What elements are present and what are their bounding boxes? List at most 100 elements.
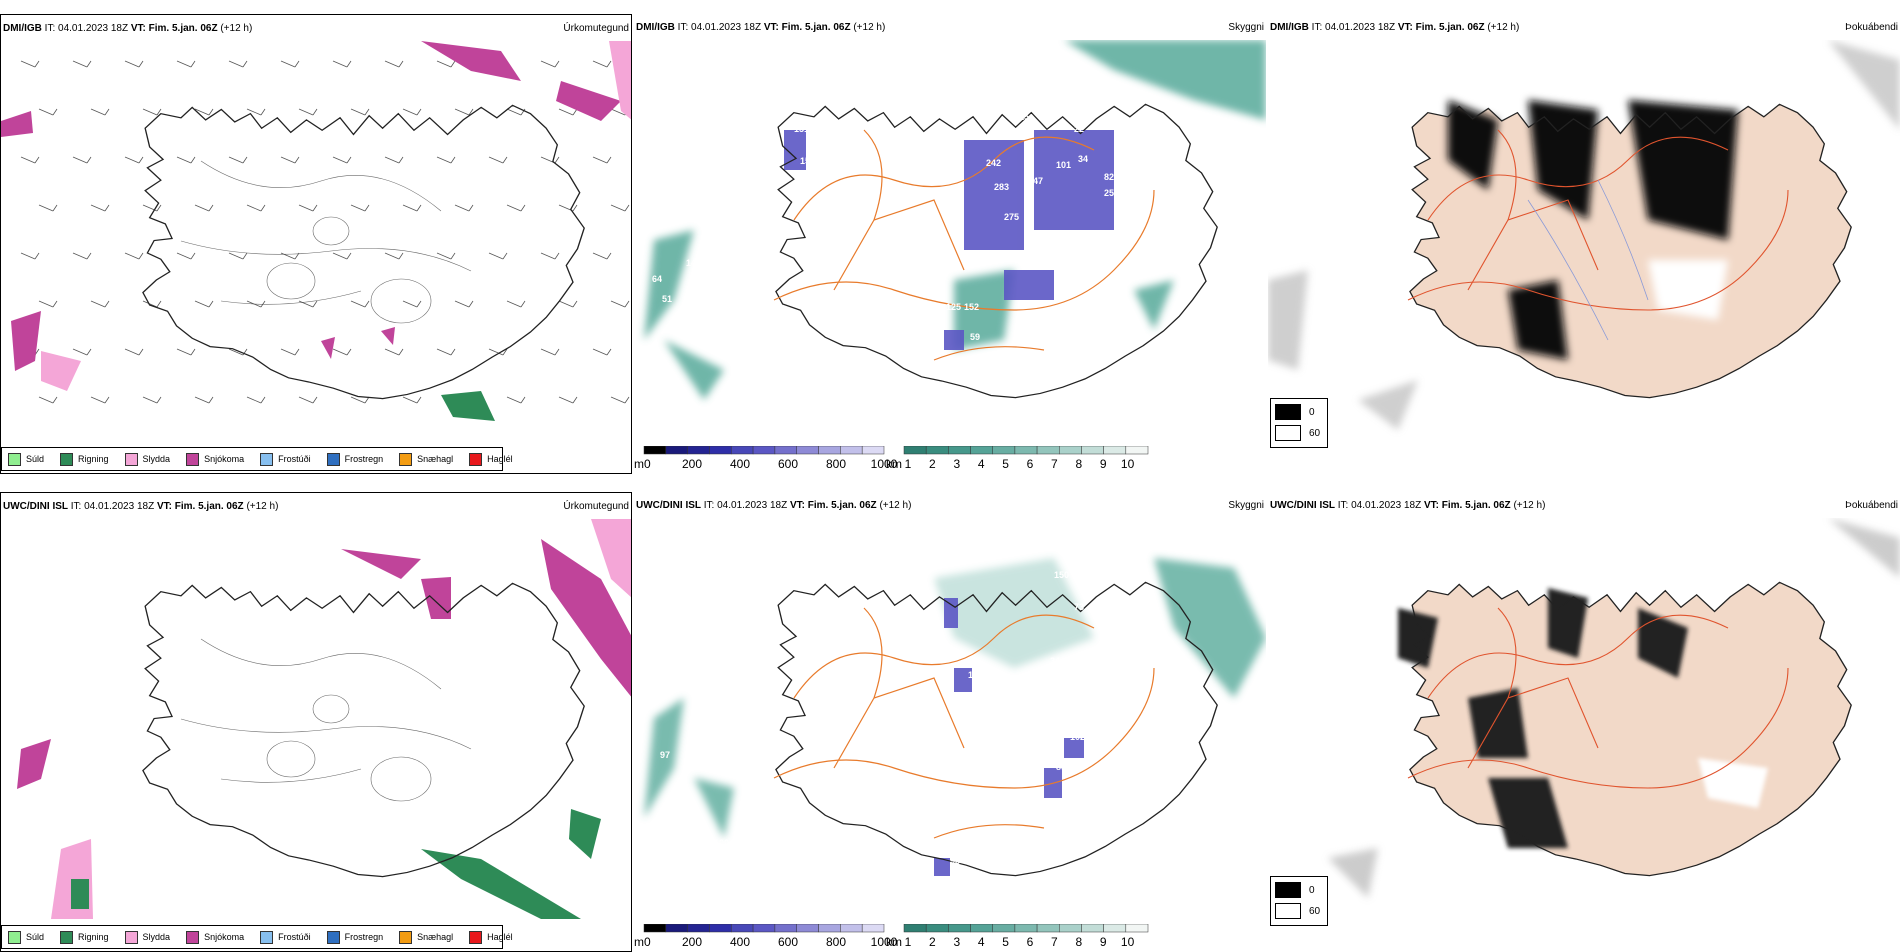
- legend-swatch: [124, 930, 138, 944]
- panel-field-label: Úrkomutegund: [563, 501, 629, 512]
- height-label: 152: [964, 302, 979, 312]
- visibility-scale-bin: [903, 446, 927, 455]
- visibility-scale-tick: 2: [929, 457, 936, 471]
- legend-swatch: [326, 452, 340, 466]
- panel-field-label: Úrkomutegund: [563, 23, 629, 34]
- height-label: 100: [714, 838, 729, 848]
- height-scale-tick: 1000: [871, 457, 898, 471]
- visibility-scale-tick: 8: [1075, 457, 1082, 471]
- precip-panel-top: DMI/IGB IT: 04.01.2023 18Z VT: Fim. 5.ja…: [0, 14, 632, 474]
- legend-item: Frostúði: [260, 930, 311, 944]
- fog-map: [1328, 518, 1900, 898]
- legend-swatch: [399, 452, 413, 466]
- visibility-scale-bin: [903, 924, 927, 933]
- legend-swatch: [8, 930, 21, 944]
- visibility-scale-tick: 5: [1002, 457, 1009, 471]
- legend-item: Frostregn: [326, 452, 384, 466]
- visibility-scale-bin: [970, 446, 993, 455]
- height-label: 101: [1056, 160, 1071, 170]
- visibility-scale-bin: [1059, 924, 1082, 933]
- panel-field-label: Þokuábendi: [1845, 22, 1898, 33]
- visibility-scale-bin: [1103, 446, 1127, 455]
- height-label: 133: [968, 670, 983, 680]
- height-scale-bin: [687, 446, 710, 455]
- legend-item: Snjókoma: [186, 452, 245, 466]
- height-label: 22: [1074, 124, 1084, 134]
- visibility-scale-bin: [1036, 924, 1060, 933]
- height-scale-bin: [774, 924, 797, 933]
- visibility-scale-bin: [1014, 924, 1038, 933]
- visibility-scale-bin: [992, 446, 1016, 455]
- height-scale-bin: [731, 924, 754, 933]
- fog-legend: 0 60: [1270, 398, 1328, 448]
- height-scale-bin: [861, 446, 885, 455]
- height-label: 97: [660, 750, 670, 760]
- height-label: 157: [800, 156, 815, 166]
- height-scale-unit: m: [634, 457, 644, 471]
- height-label: 151: [794, 124, 809, 134]
- height-label: 64: [652, 274, 662, 284]
- height-scale-bin: [861, 924, 885, 933]
- visibility-scale-tick: 4: [978, 935, 985, 949]
- height-scale-bin: [796, 924, 819, 933]
- height-label: 85: [1056, 762, 1066, 772]
- height-scale-unit: m: [634, 935, 644, 949]
- height-label: 147: [686, 258, 701, 268]
- visibility-scale-tick: 4: [978, 457, 985, 471]
- legend-label: Haglél: [487, 932, 513, 942]
- height-scale-bin: [752, 924, 776, 933]
- visibility-scale-bin: [1103, 924, 1127, 933]
- panel-field-label: Þokuábendi: [1845, 500, 1898, 511]
- legend-label: Snjókoma: [204, 454, 245, 464]
- visibility-scale-bin: [1125, 446, 1149, 455]
- height-label: 1: [1034, 242, 1039, 252]
- visibility-scale-bin: [1125, 924, 1149, 933]
- visibility-scale-tick: 7: [1051, 935, 1058, 949]
- height-label: 34: [1078, 154, 1088, 164]
- height-label: 44: [1054, 232, 1064, 242]
- legend-label: Súld: [26, 454, 45, 464]
- legend-item: Haglél: [469, 930, 513, 944]
- visibility-scale-tick: 3: [953, 457, 960, 471]
- legend-swatch: [186, 452, 200, 466]
- visibility-scale-bin: [1081, 446, 1104, 455]
- height-label: 233: [1002, 252, 1017, 262]
- legend-item: Slydda: [124, 930, 171, 944]
- height-label: 283: [994, 182, 1009, 192]
- visibility-scale-bin: [925, 446, 949, 455]
- height-label: 102: [1070, 732, 1085, 742]
- visibility-scale-tick: 10: [1121, 457, 1135, 471]
- legend-swatch: [8, 452, 21, 466]
- legend-label: Slydda: [142, 932, 171, 942]
- legend-swatch: [60, 452, 74, 466]
- height-scale-bin: [665, 924, 688, 933]
- legend-swatch: [399, 930, 413, 944]
- legend-label: Frostregn: [344, 454, 384, 464]
- height-scale-tick: 1000: [871, 935, 898, 949]
- visibility-scale-bin: [1036, 446, 1060, 455]
- legend-item: Slydda: [124, 452, 170, 466]
- height-scale-bin: [840, 924, 863, 933]
- height-scale-bin: [731, 446, 754, 455]
- height-scale-bin: [818, 924, 841, 933]
- legend-label: Rigning: [78, 454, 109, 464]
- height-label: 200: [1076, 264, 1091, 274]
- legend-swatch: [124, 452, 138, 466]
- precip-map: [17, 519, 631, 919]
- height-label: 184: [704, 264, 719, 274]
- legend-item: Snæhagl: [399, 452, 453, 466]
- legend-item: Súld: [8, 452, 45, 466]
- legend-label: Haglél: [487, 454, 513, 464]
- legend-swatch: [186, 930, 200, 944]
- visibility-scale-tick: 3: [953, 935, 960, 949]
- legend-swatch: [469, 930, 483, 944]
- legend-label: Frostúði: [278, 454, 311, 464]
- fog-map: [1268, 40, 1900, 430]
- visibility-scale-tick: 2: [929, 935, 936, 949]
- height-label: 275: [1004, 212, 1019, 222]
- visibility-scale-tick: 6: [1027, 457, 1034, 471]
- visibility-scale-tick: 1: [905, 935, 912, 949]
- height-scale-tick: 400: [730, 935, 750, 949]
- height-scale-bin: [840, 446, 863, 455]
